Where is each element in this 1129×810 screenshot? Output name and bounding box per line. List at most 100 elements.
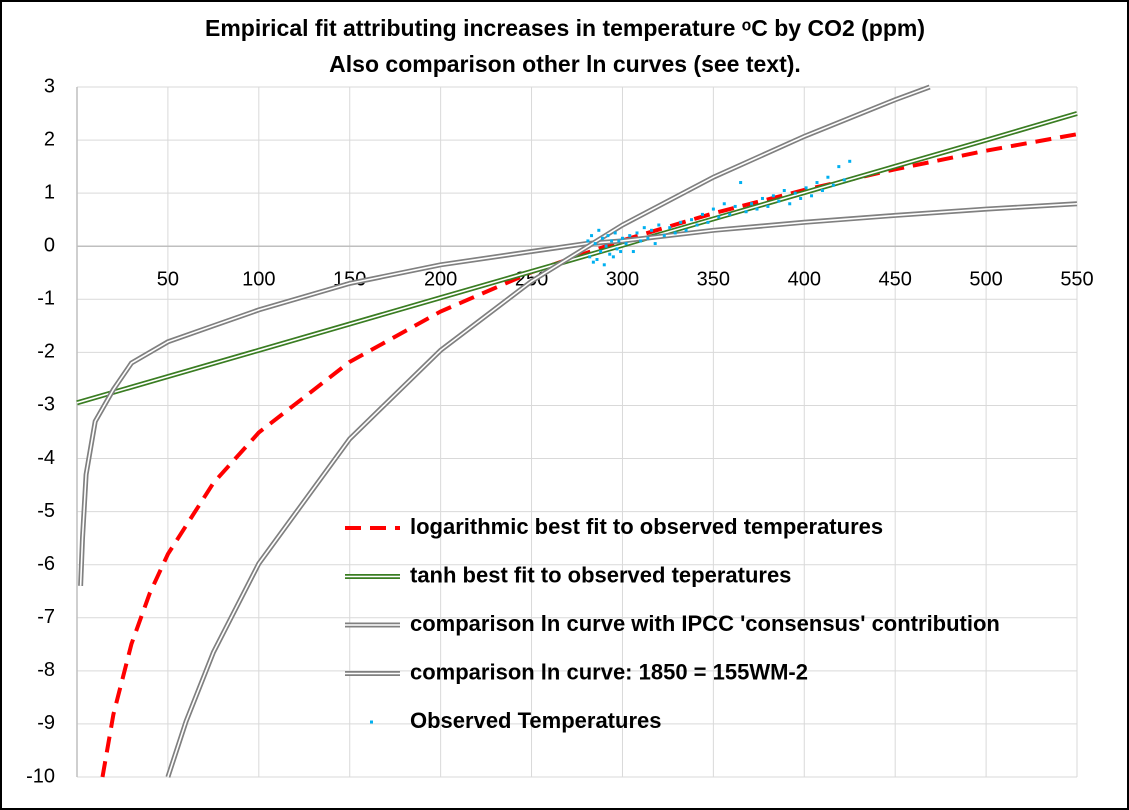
scatter-point <box>593 242 597 246</box>
y-tick-label: -4 <box>37 447 55 469</box>
scatter-point <box>657 223 661 227</box>
x-tick-label: 300 <box>606 269 639 291</box>
scatter-point <box>799 196 803 200</box>
y-tick-label: -8 <box>37 659 55 681</box>
y-tick-label: 2 <box>44 128 55 150</box>
chart-title: Empirical fit attributing increases in t… <box>205 15 925 41</box>
scatter-point <box>760 196 764 200</box>
scatter-point <box>620 236 624 240</box>
y-tick-label: -10 <box>26 765 55 787</box>
scatter-point <box>610 239 614 243</box>
scatter-point <box>706 220 710 224</box>
y-tick-label: -9 <box>37 712 55 734</box>
scatter-point <box>590 234 594 238</box>
legend: logarithmic best fit to observed tempera… <box>345 514 1000 733</box>
scatter-point <box>602 263 606 267</box>
y-tick-label: -5 <box>37 500 55 522</box>
scatter-point <box>597 228 601 232</box>
scatter-point <box>586 239 590 243</box>
scatter-point <box>788 202 792 206</box>
scatter-point <box>739 181 743 185</box>
scatter-point <box>684 228 688 232</box>
line-inner <box>76 112 1078 404</box>
y-tick-label: -2 <box>37 341 55 363</box>
scatter-point <box>619 250 623 254</box>
scatter-point <box>826 175 830 179</box>
x-tick-label: 350 <box>697 269 730 291</box>
legend-label: Observed Temperatures <box>410 708 661 733</box>
y-tick-label: -3 <box>37 394 55 416</box>
legend-label: tanh best fit to observed teperatures <box>410 562 791 587</box>
scatter-point <box>642 226 646 230</box>
scatter-point <box>717 215 721 219</box>
scatter-point <box>591 260 595 264</box>
scatter-point <box>744 210 748 214</box>
scatter-point <box>711 207 715 211</box>
scatter-point <box>608 252 612 256</box>
scatter-point <box>673 231 677 235</box>
scatter-point <box>639 239 643 243</box>
scatter-point <box>848 159 852 163</box>
legend-label: comparison ln curve with IPCC 'consensus… <box>410 611 1000 636</box>
scatter-point <box>631 250 635 254</box>
scatter-point <box>804 186 808 190</box>
scatter-point <box>604 244 608 248</box>
scatter-point <box>595 258 599 261</box>
line-inner <box>167 86 930 778</box>
scatter-point <box>700 212 704 216</box>
x-tick-label: 200 <box>424 269 457 291</box>
chart-subtitle: Also comparison other ln curves (see tex… <box>329 51 801 77</box>
line-inner <box>79 203 1078 586</box>
scatter-point <box>782 189 786 192</box>
scatter-point <box>600 236 604 240</box>
scatter-point <box>695 223 699 227</box>
scatter-point <box>750 202 754 206</box>
y-tick-label: -6 <box>37 553 55 575</box>
x-tick-label: 550 <box>1060 269 1093 291</box>
scatter-point <box>599 250 603 254</box>
scatter-point <box>733 204 737 208</box>
scatter-point <box>611 255 615 259</box>
x-tick-label: 500 <box>969 269 1002 291</box>
scatter-point <box>820 189 824 192</box>
scatter-point <box>837 165 841 169</box>
scatter-point <box>646 236 650 240</box>
y-tick-label: 3 <box>44 75 55 97</box>
scatter-point <box>650 228 654 232</box>
scatter-point <box>766 204 770 208</box>
scatter-point <box>728 212 732 216</box>
scatter-point <box>624 242 628 246</box>
scatter-point <box>613 231 617 235</box>
scatter-point <box>777 199 781 203</box>
scatter-point <box>755 207 759 211</box>
scatter-point <box>831 183 835 187</box>
scatter-point <box>662 234 666 238</box>
x-tick-label: 50 <box>157 269 179 291</box>
scatter-point <box>668 226 672 230</box>
scatter-point <box>771 194 775 198</box>
scatter-point <box>815 181 819 185</box>
scatter-point <box>653 242 657 246</box>
scatter-point <box>810 194 814 198</box>
y-tick-label: -7 <box>37 606 55 628</box>
scatter-point <box>635 231 639 235</box>
scatter-point <box>793 191 797 195</box>
plot <box>76 84 1078 778</box>
x-tick-label: 400 <box>788 269 821 291</box>
legend-label: logarithmic best fit to observed tempera… <box>410 514 883 539</box>
legend-label: comparison ln curve: 1850 = 155WM-2 <box>410 659 808 684</box>
y-tick-label: 0 <box>44 235 55 257</box>
legend-swatch <box>370 720 373 724</box>
x-tick-label: 100 <box>242 269 275 291</box>
y-tick-label: -1 <box>37 288 55 310</box>
scatter-point <box>606 234 610 238</box>
scatter-point <box>722 202 726 206</box>
scatter-point <box>679 220 683 224</box>
scatter-point <box>628 234 632 238</box>
scatter-point <box>690 218 694 222</box>
scatter-point <box>588 255 592 259</box>
scatter-point <box>842 178 846 182</box>
x-tick-label: 450 <box>878 269 911 291</box>
